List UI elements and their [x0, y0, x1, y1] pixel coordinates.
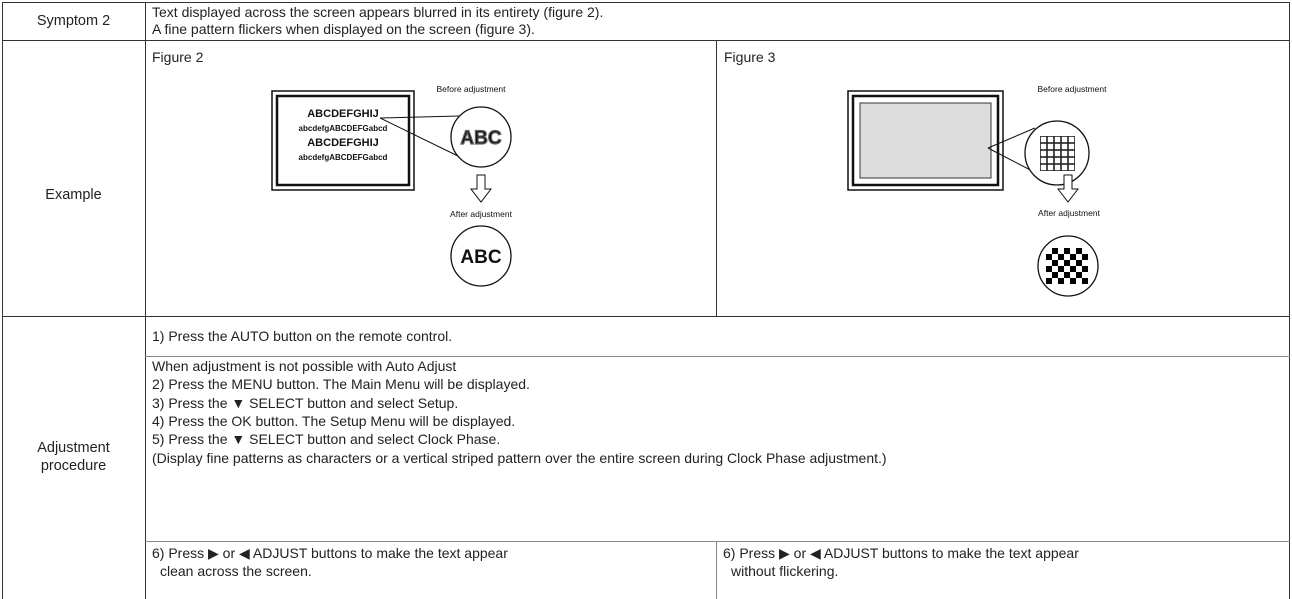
border [716, 40, 717, 316]
step: 1) Press the AUTO button on the remote c… [152, 328, 453, 344]
figure-title: Figure 3 [724, 49, 776, 65]
figure-title: Figure 2 [152, 49, 204, 65]
border [145, 2, 146, 599]
caption: Before adjustment [1038, 84, 1108, 94]
sample-text: ABCDEFGHIJ [307, 137, 379, 149]
step: 6) Press ▶ or ◀ ADJUST buttons to make t… [723, 545, 1079, 561]
step: 6) Press ▶ or ◀ ADJUST buttons to make t… [152, 545, 508, 561]
caption: After adjustment [450, 209, 513, 219]
border [145, 541, 1290, 542]
border [2, 40, 1290, 41]
step: clean across the screen. [160, 563, 312, 579]
sample-text: ABC [460, 247, 501, 268]
step: 5) Press the ▼ SELECT button and select … [152, 431, 501, 448]
text-line: Text displayed across the screen appears… [152, 4, 604, 20]
sample-text: abcdefgABCDEFGabcd [299, 153, 388, 162]
figure-3: Before adjustment After adjustment [847, 84, 1108, 297]
text-line: A fine pattern flickers when displayed o… [152, 21, 535, 37]
sample-text: ABCDEFGHIJ [307, 108, 379, 120]
caption: After adjustment [1038, 208, 1101, 218]
step: 3) Press the ▼ SELECT button and select … [152, 394, 459, 411]
note: (Display fine patterns as characters or … [152, 449, 887, 466]
step: without flickering. [731, 563, 839, 579]
heading: When adjustment is not possible with Aut… [152, 358, 457, 374]
border [2, 2, 1290, 3]
row-label: Symptom 2 [36, 13, 111, 29]
border [2, 2, 3, 599]
border [1289, 2, 1290, 599]
sample-text: ABC [460, 128, 501, 149]
border [716, 541, 717, 599]
row-label: procedure [40, 458, 107, 474]
step: 4) Press the OK button. The Setup Menu w… [152, 412, 516, 429]
caption: Before adjustment [437, 84, 507, 94]
step: 2) Press the MENU button. The Main Menu … [152, 376, 530, 393]
sample-text: abcdefgABCDEFGabcd [299, 124, 388, 133]
figure-2: ABCDEFGHIJ abcdefgABCDEFGabcd ABCDEFGHIJ… [271, 84, 513, 287]
row-label: Adjustment [37, 440, 110, 456]
border [145, 356, 1290, 357]
row-label: Example [45, 187, 102, 203]
border [2, 316, 1290, 317]
